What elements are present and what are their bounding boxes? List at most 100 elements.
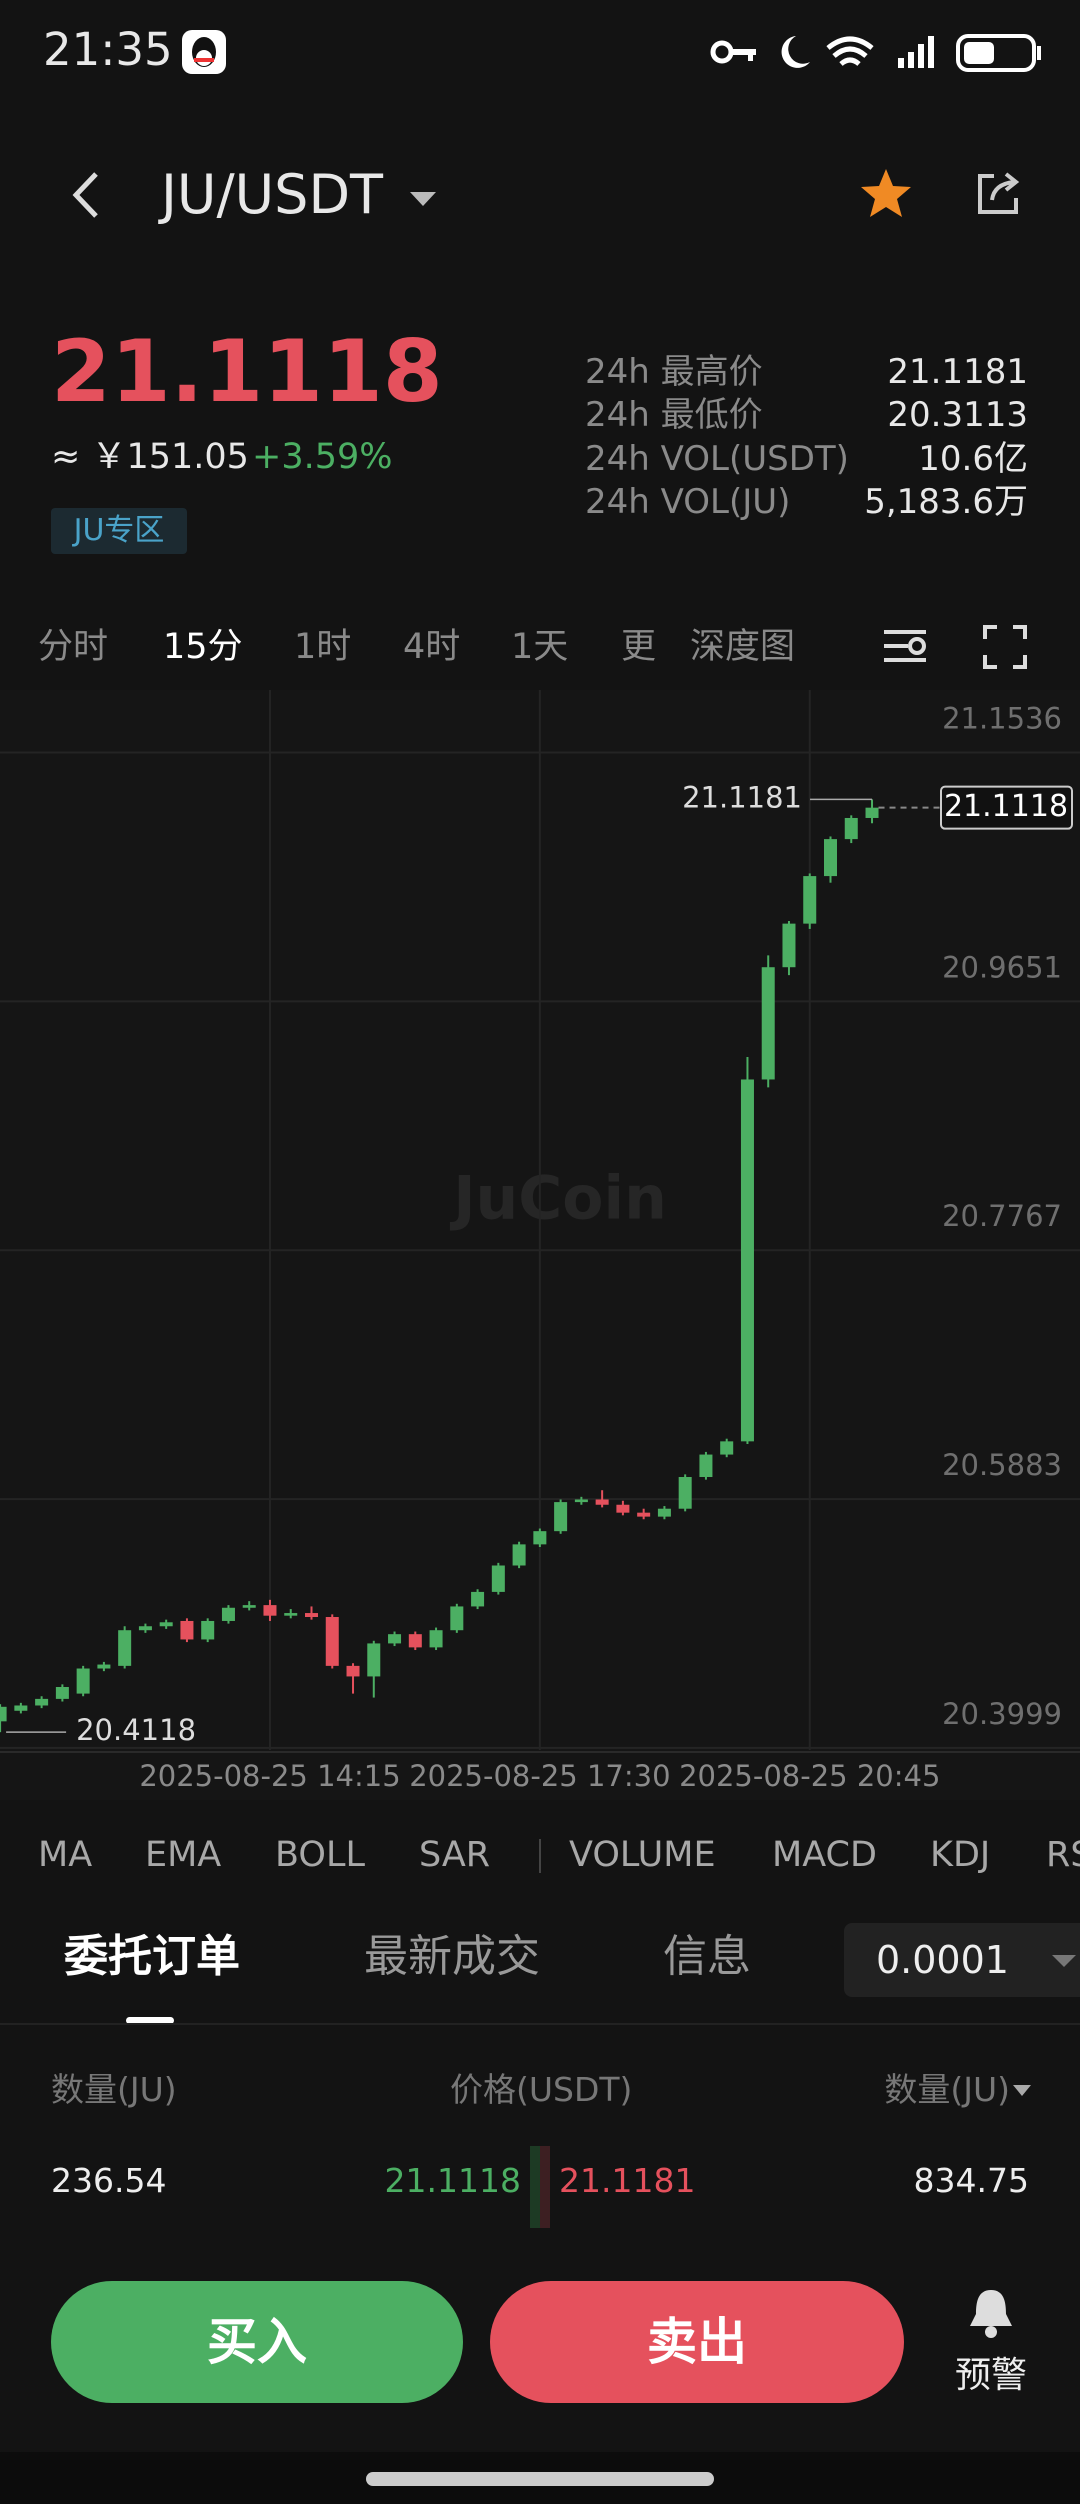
indicator-tab[interactable]: MACD — [772, 1835, 877, 1875]
y-tick-label: 20.9651 — [942, 950, 1062, 984]
candle-body — [844, 817, 858, 840]
candle-body — [325, 1617, 339, 1666]
candle-body — [450, 1606, 464, 1631]
tab-indicator — [126, 2017, 174, 2024]
indicator-tab[interactable]: EMA — [145, 1835, 222, 1875]
candle-body — [138, 1626, 152, 1631]
candle-body — [118, 1630, 132, 1666]
home-indicator[interactable] — [366, 2472, 714, 2486]
back-button[interactable] — [66, 170, 106, 220]
stat-label: 24h 最低价 — [585, 395, 763, 435]
app-icon — [182, 30, 226, 74]
alert-bell[interactable] — [966, 2286, 1016, 2340]
candle-body — [554, 1502, 568, 1532]
bid-price: 21.1118 — [384, 2161, 521, 2200]
timeframe-tab[interactable]: 1时 — [294, 627, 352, 667]
candle-body — [429, 1630, 443, 1648]
stat-label: 24h 最高价 — [585, 352, 763, 392]
y-tick-label: 20.3999 — [942, 1697, 1062, 1731]
stat-label: 24h VOL(USDT) — [585, 439, 849, 479]
stat-label: 24h VOL(JU) — [585, 482, 791, 522]
candle-body — [242, 1605, 256, 1608]
candle-body — [388, 1634, 402, 1644]
stat-value: 5,183.6万 — [864, 482, 1028, 522]
order-tab[interactable]: 信息 — [663, 1931, 751, 1982]
candle-body — [824, 839, 837, 877]
indicator-tab[interactable]: MA — [38, 1835, 93, 1875]
last-price: 21.1118 — [51, 322, 443, 422]
candle-body — [699, 1454, 713, 1478]
candlestick-chart: JuCoin 21.1536 20.9651 20.7767 20.5883 20.399… — [0, 690, 1080, 1800]
order-tab[interactable]: 最新成交 — [364, 1931, 540, 1982]
candle-body — [720, 1441, 734, 1455]
candle-body — [159, 1622, 173, 1627]
ask-amount: 834.75 — [913, 2161, 1029, 2200]
book-header[interactable]: 数量(JU) — [884, 2070, 1010, 2109]
timeframe-tab[interactable]: 4时 — [403, 627, 461, 667]
pair-title[interactable]: JU/USDT — [161, 163, 384, 226]
candle-body — [76, 1668, 90, 1694]
candle-body — [263, 1605, 277, 1616]
x-tick-label: 2025-08-25 17:30 — [409, 1759, 670, 1793]
fullscreen[interactable] — [982, 624, 1028, 670]
sell-button[interactable]: 卖出 — [490, 2281, 904, 2403]
x-tick-label: 2025-08-25 14:15 — [139, 1759, 400, 1793]
zone-badge[interactable]: JU专区 — [51, 508, 187, 554]
timeframe-tab[interactable]: 分时 — [38, 627, 109, 667]
candle-body — [55, 1687, 69, 1699]
book-header: 价格(USDT) — [450, 2070, 633, 2109]
min-label: 20.4118 — [76, 1713, 196, 1747]
candle-body — [740, 1079, 754, 1442]
timeframe-tab[interactable]: 15分 — [163, 627, 243, 667]
watermark: JuCoin — [449, 1164, 667, 1234]
precision-select[interactable]: 0.0001 — [844, 1923, 1080, 1997]
ask-price: 21.1181 — [559, 2161, 696, 2200]
buy-button[interactable]: 买入 — [51, 2281, 463, 2403]
order-tab[interactable]: 委托订单 — [64, 1931, 240, 1982]
y-tick-label: 20.7767 — [942, 1199, 1062, 1233]
candle-body — [305, 1613, 318, 1618]
timeframe-tab[interactable]: 深度图 — [690, 627, 796, 667]
candle-body — [180, 1620, 194, 1640]
candle-body — [533, 1531, 547, 1545]
candle-body — [367, 1643, 381, 1677]
change-percent: +3.59% — [252, 437, 393, 477]
indicator-tab[interactable]: RSI — [1046, 1837, 1080, 1873]
candle-body — [574, 1499, 588, 1503]
favorite-star[interactable] — [858, 166, 914, 222]
last-price-label: 21.1118 — [944, 789, 1068, 824]
indicator-tab[interactable]: BOLL — [275, 1835, 365, 1875]
x-tick-label: 2025-08-25 20:45 — [679, 1759, 940, 1793]
candle-body — [221, 1607, 235, 1621]
y-tick-label: 20.5883 — [942, 1448, 1062, 1482]
indicator-tab[interactable]: SAR — [419, 1835, 491, 1875]
sort-arrow[interactable] — [1012, 2084, 1032, 2098]
candle-body — [346, 1665, 360, 1677]
alert-label[interactable]: 预警 — [955, 2355, 1028, 2396]
candle-body — [512, 1544, 526, 1566]
stat-value: 10.6亿 — [918, 439, 1028, 479]
cny-price: ≈ ￥151.05 — [51, 437, 249, 477]
candle-body — [0, 1706, 7, 1722]
divider — [539, 1839, 541, 1873]
precision-value: 0.0001 — [876, 1938, 1009, 1982]
indicator-tab[interactable]: VOLUME — [569, 1835, 716, 1875]
depth-bar — [540, 2146, 550, 2228]
candle-body — [471, 1591, 485, 1607]
candle-body — [595, 1499, 609, 1505]
indicator-tab[interactable]: KDJ — [930, 1835, 991, 1875]
stat-value: 20.3113 — [887, 395, 1028, 435]
chart-settings[interactable] — [880, 624, 930, 668]
bid-amount: 236.54 — [51, 2161, 167, 2200]
candle-body — [616, 1504, 630, 1513]
candle-body — [284, 1613, 298, 1616]
divider — [0, 2023, 1080, 2025]
book-header: 数量(JU) — [51, 2070, 177, 2109]
pair-dropdown[interactable] — [408, 190, 438, 210]
timeframe-tab[interactable]: 更 — [621, 627, 657, 667]
candle-body — [637, 1512, 651, 1517]
share-button[interactable] — [972, 168, 1024, 220]
candle-body — [803, 876, 817, 924]
timeframe-tab[interactable]: 1天 — [511, 627, 569, 667]
